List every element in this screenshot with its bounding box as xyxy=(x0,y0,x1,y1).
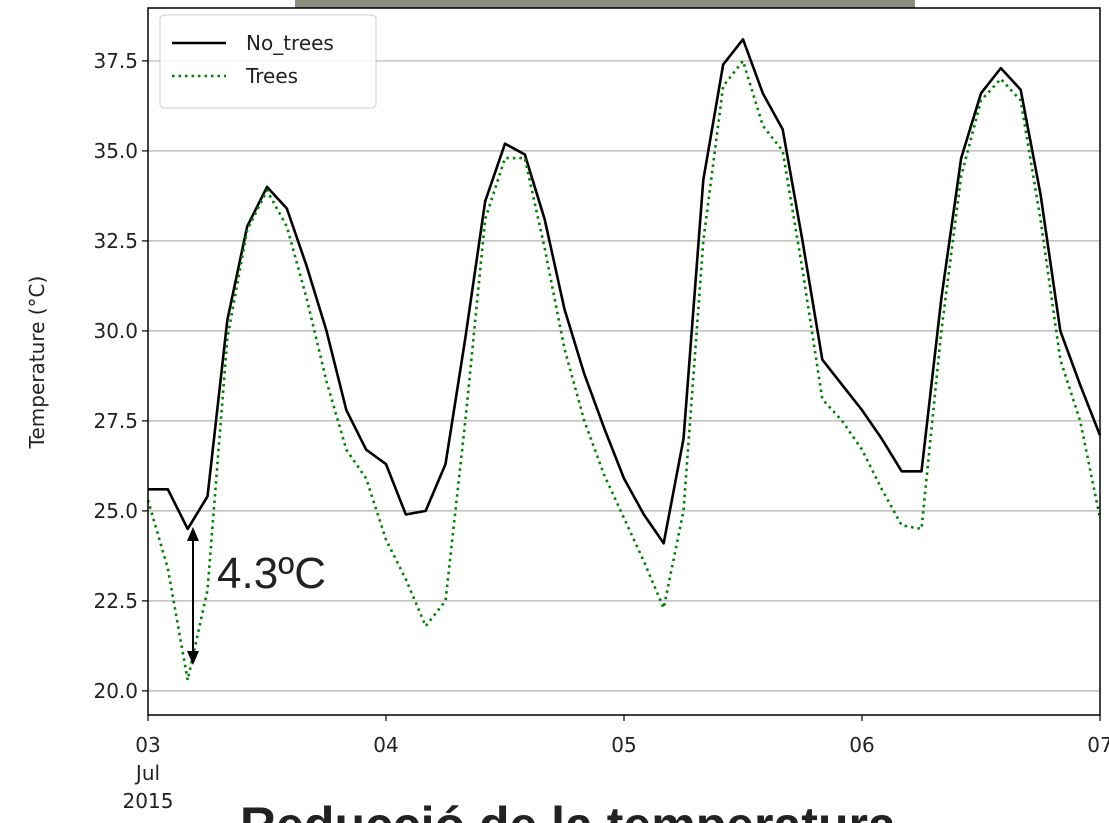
y-tick-label: 37.5 xyxy=(93,49,138,73)
series-line xyxy=(148,38,1102,545)
plot-area xyxy=(148,8,1100,715)
y-tick-label: 27.5 xyxy=(93,409,138,433)
annotation: 4.3ºC xyxy=(217,549,326,598)
x-tick-label: 04 xyxy=(373,733,398,757)
legend-label: Trees xyxy=(245,64,298,88)
legend-box xyxy=(159,14,377,109)
y-tick-label: 20.0 xyxy=(93,679,138,703)
y-tick-label: 22.5 xyxy=(93,589,138,613)
arrow-head xyxy=(187,651,199,665)
y-tick-label: 32.5 xyxy=(93,229,138,253)
y-tick-label: 30.0 xyxy=(93,319,138,343)
x-tick-label: 07 xyxy=(1087,733,1109,757)
photo-strip xyxy=(295,0,915,8)
arrow-head xyxy=(187,527,199,541)
x-year-label: 2015 xyxy=(123,789,174,813)
legend-label: No_trees xyxy=(246,31,334,55)
caption: Reducció de la temperatura xyxy=(240,797,897,823)
x-tick-label: 06 xyxy=(849,733,874,757)
y-tick-label: 35.0 xyxy=(93,139,138,163)
x-tick-label: 05 xyxy=(611,733,636,757)
y-tick-label: 25.0 xyxy=(93,499,138,523)
x-month-label: Jul xyxy=(134,761,160,785)
series-line xyxy=(146,59,1102,682)
x-tick-label: 03 xyxy=(135,733,160,757)
y-axis-label: Temperature (°C) xyxy=(25,276,49,450)
